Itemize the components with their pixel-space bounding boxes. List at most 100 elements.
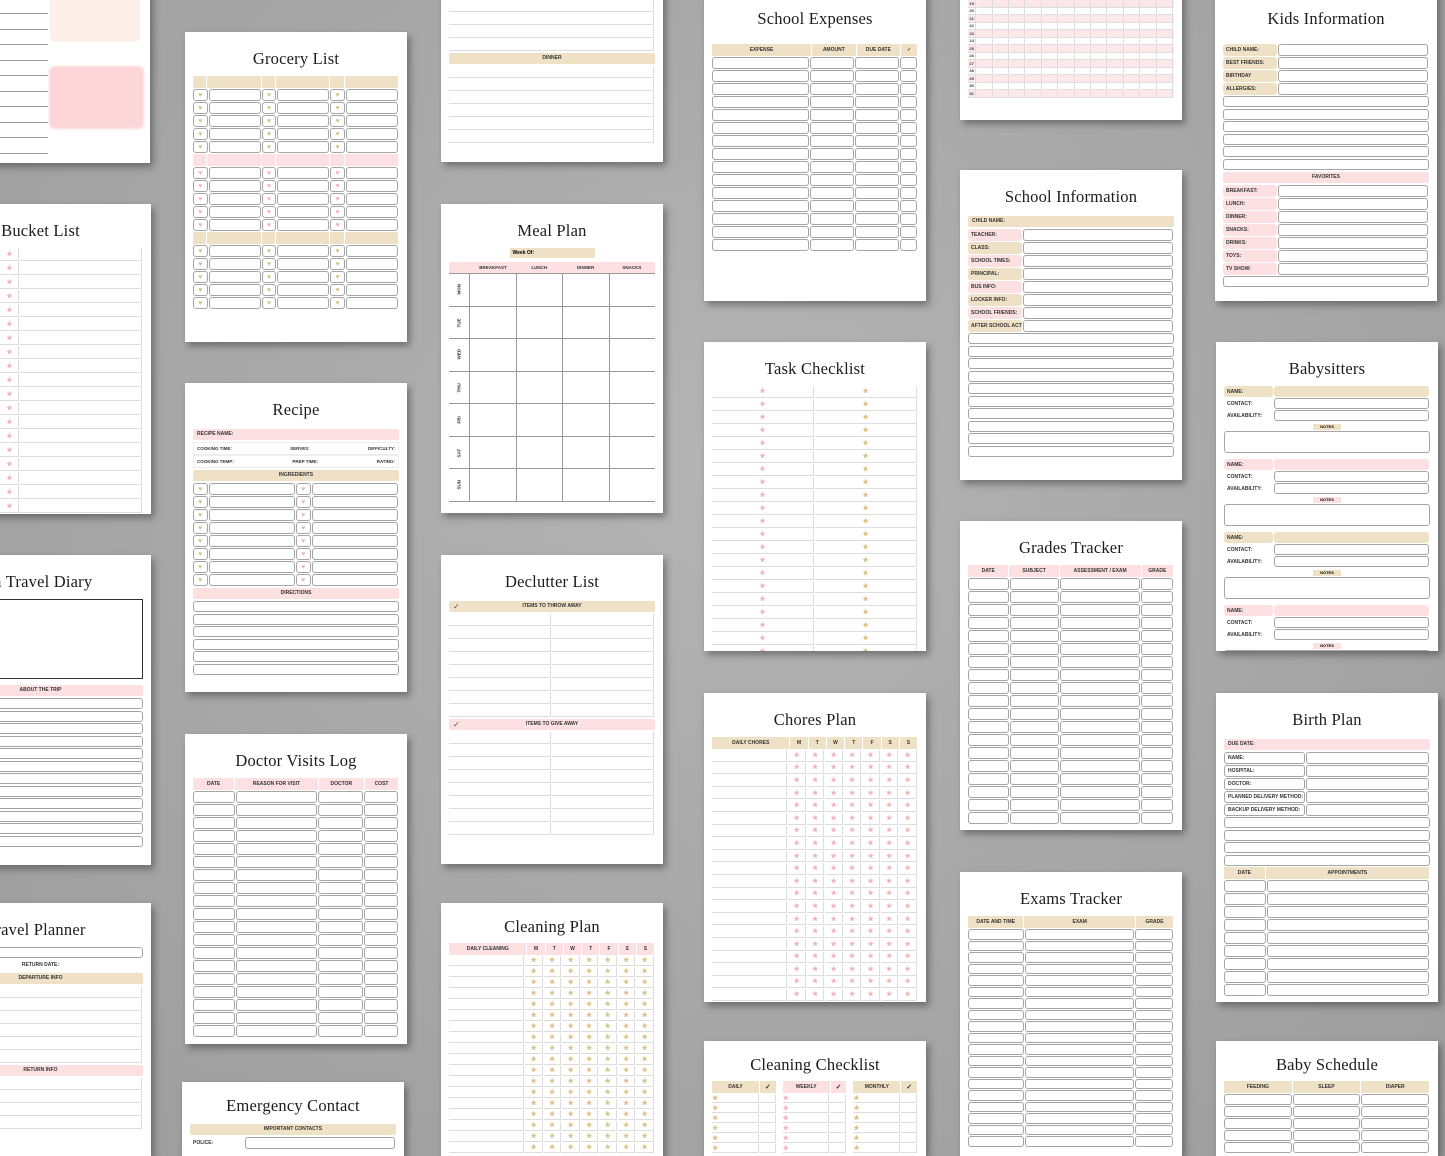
table-cell[interactable] [193, 1012, 235, 1024]
table-cell[interactable]: ★ [599, 1088, 617, 1098]
table-cell[interactable]: ★ [525, 1143, 543, 1153]
meal-cell[interactable] [469, 306, 515, 338]
calendar-cell[interactable] [1059, 15, 1075, 23]
check-cell[interactable] [830, 1114, 847, 1123]
table-cell[interactable] [0, 999, 142, 1011]
table-cell[interactable]: ♥ [193, 245, 208, 257]
calendar-cell[interactable] [1141, 15, 1157, 23]
field-input[interactable] [1273, 483, 1429, 494]
table-cell[interactable] [1024, 998, 1135, 1009]
table-cell[interactable]: ★ [543, 1066, 562, 1076]
table-cell[interactable]: ♥ [193, 483, 208, 495]
meal-cell[interactable] [608, 436, 655, 468]
table-cell[interactable] [968, 1113, 1024, 1124]
table-cell[interactable]: ★ [880, 800, 899, 812]
calendar-cell[interactable] [1124, 37, 1141, 45]
table-cell[interactable] [712, 775, 788, 787]
table-cell[interactable] [208, 509, 295, 521]
calendar-cell[interactable] [1092, 75, 1108, 83]
table-cell[interactable]: ★ [899, 825, 917, 838]
table-cell[interactable] [449, 66, 654, 78]
table-cell[interactable]: ★ [599, 1044, 617, 1054]
table-cell[interactable]: ★ [525, 967, 543, 977]
table-cell[interactable] [968, 682, 1009, 694]
table-cell[interactable] [364, 856, 398, 868]
calendar-cell[interactable] [1042, 30, 1059, 38]
blank-line-field[interactable] [0, 810, 143, 822]
table-cell[interactable] [968, 786, 1009, 798]
table-cell[interactable]: ★ [636, 1066, 654, 1076]
table-cell[interactable]: ★ [880, 901, 899, 913]
table-cell[interactable]: ★ [712, 464, 814, 476]
table-cell[interactable] [1009, 617, 1060, 629]
table-cell[interactable] [1009, 773, 1060, 785]
table-cell[interactable]: ★ [788, 989, 806, 1001]
table-cell[interactable]: ★ [617, 1077, 636, 1087]
table-cell[interactable]: ★ [525, 1000, 543, 1010]
table-cell[interactable]: ♥ [296, 574, 311, 586]
table-cell[interactable]: ★ [580, 1110, 599, 1120]
calendar-cell[interactable] [1010, 15, 1026, 23]
table-cell[interactable]: ★ [880, 938, 899, 951]
table-cell[interactable] [449, 1121, 525, 1131]
table-cell[interactable] [449, 1088, 525, 1098]
table-cell[interactable] [317, 843, 364, 855]
table-cell[interactable] [449, 1110, 525, 1120]
table-cell[interactable] [364, 804, 398, 816]
blank-line-field[interactable] [0, 109, 48, 123]
table-cell[interactable] [712, 161, 810, 173]
table-cell[interactable]: ★ [862, 800, 880, 812]
calendar-cell[interactable] [1059, 52, 1075, 60]
calendar-cell[interactable] [1141, 60, 1157, 68]
table-cell[interactable]: ★ [543, 967, 562, 977]
table-cell[interactable]: ★ [636, 1088, 654, 1098]
calendar-cell[interactable] [1092, 0, 1108, 8]
table-cell[interactable] [1135, 929, 1173, 940]
table-cell[interactable] [20, 458, 142, 471]
table-cell[interactable]: ★ [815, 594, 917, 606]
field-input[interactable] [1022, 255, 1173, 267]
table-cell[interactable] [810, 135, 854, 147]
table-cell[interactable] [1009, 799, 1060, 811]
table-cell[interactable]: ★ [712, 646, 814, 651]
table-cell[interactable] [317, 804, 364, 816]
table-cell[interactable] [712, 148, 810, 160]
table-cell[interactable] [449, 989, 525, 999]
table-cell[interactable]: ★ [788, 838, 806, 850]
check-cell[interactable] [830, 1124, 847, 1133]
table-cell[interactable] [552, 692, 654, 704]
calendar-cell[interactable] [977, 30, 993, 38]
calendar-cell[interactable] [1092, 45, 1108, 53]
table-cell[interactable] [552, 679, 654, 691]
table-cell[interactable]: ★ [525, 956, 543, 966]
field-input[interactable] [1277, 210, 1428, 223]
table-cell[interactable]: ★ [636, 1044, 654, 1054]
calendar-cell[interactable] [1092, 52, 1108, 60]
calendar-cell[interactable] [1042, 75, 1059, 83]
calendar-cell[interactable] [977, 37, 993, 45]
table-cell[interactable]: ★ [0, 472, 20, 485]
table-cell[interactable]: ★ [599, 1000, 617, 1010]
table-cell[interactable] [899, 226, 917, 238]
table-cell[interactable]: ★ [636, 956, 654, 966]
field-input[interactable] [1273, 556, 1429, 567]
table-cell[interactable] [712, 850, 788, 863]
table-cell[interactable] [449, 39, 654, 51]
table-cell[interactable]: ★ [580, 1044, 599, 1054]
field-input[interactable] [1022, 320, 1173, 332]
calendar-cell[interactable] [977, 7, 993, 15]
table-cell[interactable]: ★ [712, 542, 814, 554]
table-cell[interactable]: ★ [0, 374, 20, 387]
table-cell[interactable]: ★ [880, 913, 899, 926]
table-cell[interactable]: ★ [525, 1022, 543, 1032]
table-cell[interactable] [1224, 1094, 1292, 1105]
table-cell[interactable]: ★ [788, 762, 806, 775]
table-cell[interactable]: ♥ [193, 102, 208, 114]
table-cell[interactable] [810, 213, 854, 225]
table-cell[interactable]: ♥ [193, 496, 208, 508]
table-cell[interactable] [1267, 932, 1429, 944]
table-cell[interactable] [0, 1051, 142, 1063]
table-cell[interactable]: ★ [788, 875, 806, 888]
table-cell[interactable]: ♥ [330, 284, 345, 296]
table-cell[interactable] [968, 1090, 1024, 1101]
